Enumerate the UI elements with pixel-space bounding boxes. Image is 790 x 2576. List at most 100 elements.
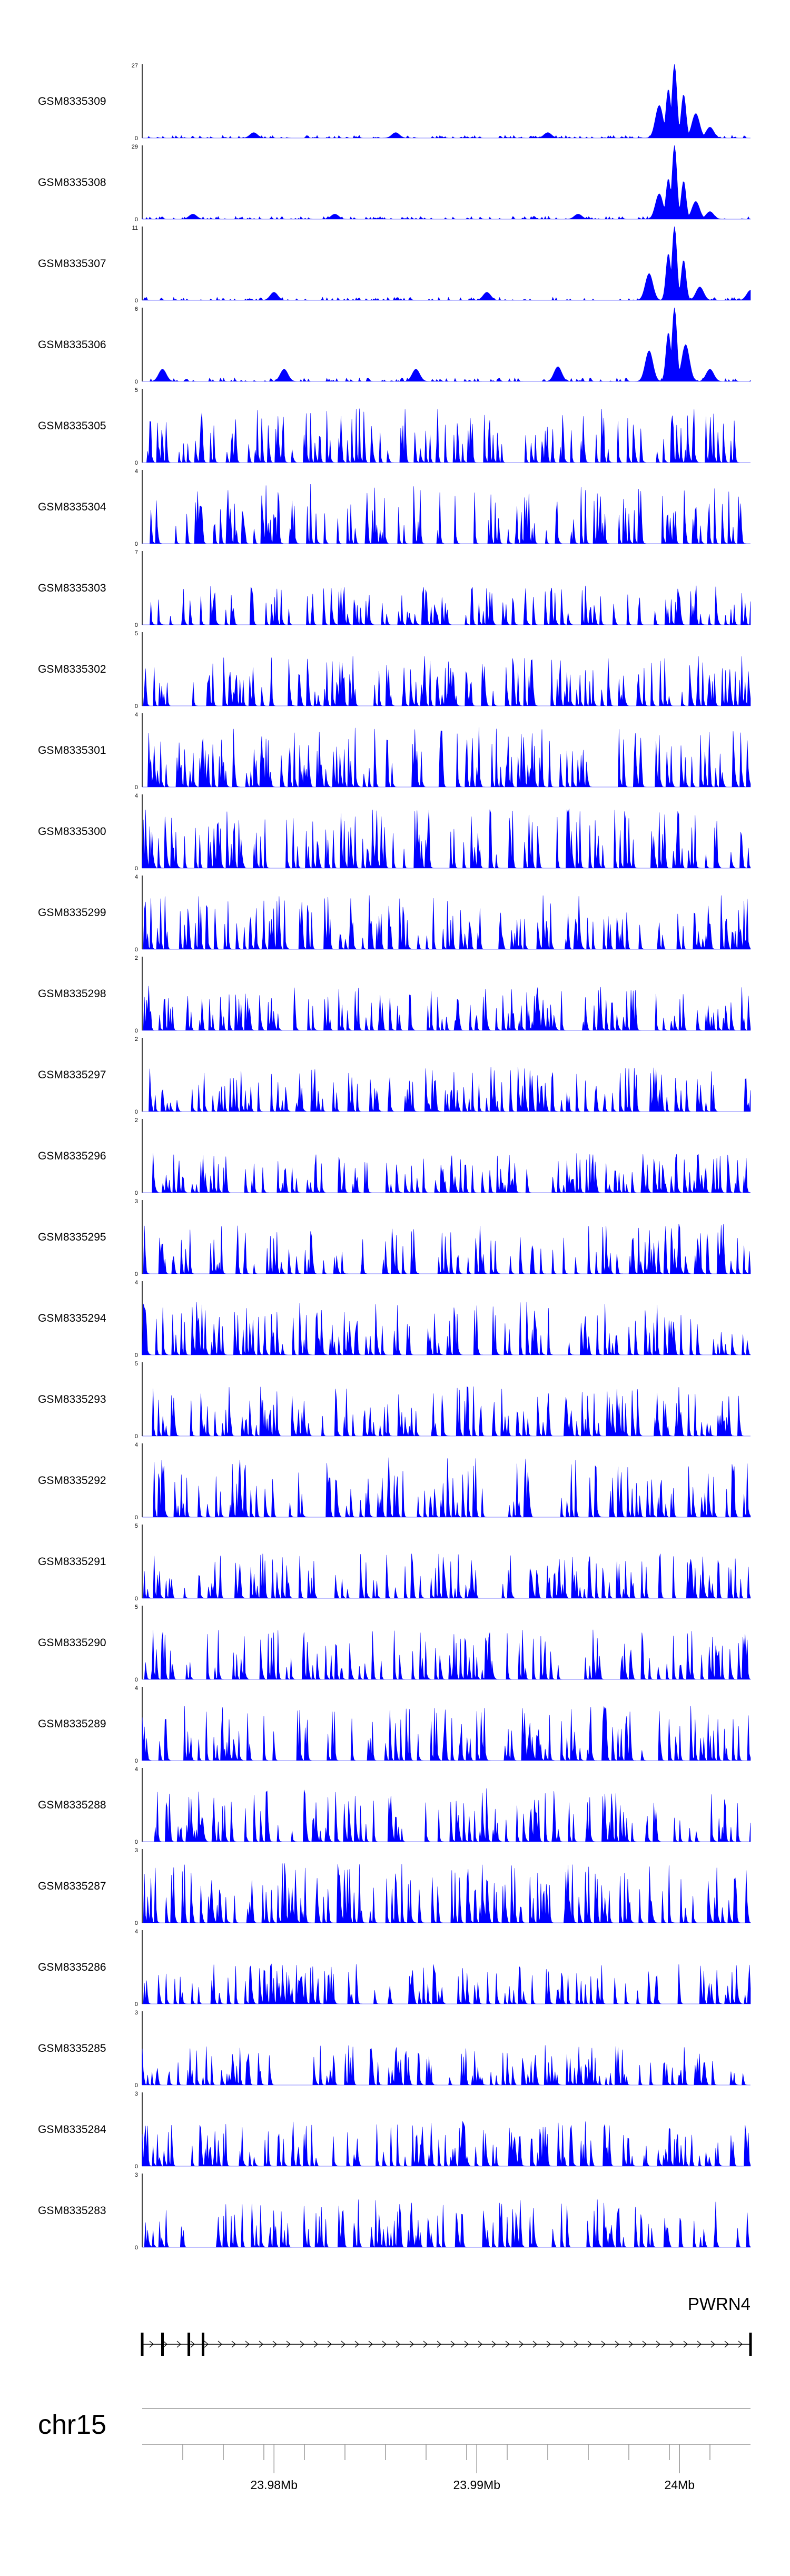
strand-arrow <box>450 2341 455 2348</box>
y-tick-min: 0 <box>135 1109 138 1115</box>
signal-area <box>142 1457 751 1518</box>
y-tick-min: 0 <box>135 784 138 791</box>
track-label: GSM8335287 <box>38 1880 106 1892</box>
chromosome-axis-track: chr15 23.98Mb 23.99Mb 24Mb <box>38 2408 750 2492</box>
y-tick-min: 0 <box>135 1596 138 1602</box>
signal-area <box>142 1706 751 1761</box>
track-GSM8335299: GSM8335299 4 0 <box>38 874 751 953</box>
strand-arrow <box>204 2341 209 2348</box>
signal-area <box>142 585 751 625</box>
signal-tracks: GSM8335309270GSM8335308290GSM8335307110G… <box>38 63 751 2251</box>
strand-arrow <box>560 2341 565 2348</box>
y-tick-max: 3 <box>135 2010 138 2016</box>
exon-mark <box>187 2333 191 2356</box>
y-tick-min: 0 <box>135 866 138 872</box>
chromosome-label: chr15 <box>38 2410 106 2440</box>
strand-arrow <box>327 2341 332 2348</box>
y-tick-max: 4 <box>135 874 138 880</box>
strand-arrow <box>176 2341 181 2348</box>
y-tick-min: 0 <box>135 2001 138 2008</box>
y-tick-max: 4 <box>135 1929 138 1935</box>
y-tick-max: 29 <box>132 144 138 150</box>
track-label: GSM8335292 <box>38 1474 106 1487</box>
strand-arrow <box>505 2341 510 2348</box>
y-tick-min: 0 <box>135 1920 138 1926</box>
y-tick-min: 0 <box>135 2245 138 2251</box>
track-label: GSM8335300 <box>38 825 106 838</box>
gene-name-label: PWRN4 <box>688 2294 750 2314</box>
strand-arrow <box>245 2341 250 2348</box>
track-label: GSM8335301 <box>38 744 106 756</box>
track-GSM8335301: GSM8335301 4 0 <box>38 712 751 791</box>
strand-arrow <box>546 2341 551 2348</box>
exon-mark <box>141 2333 144 2356</box>
y-tick-max: 3 <box>135 1198 138 1205</box>
track-GSM8335286: GSM8335286 4 0 <box>38 1929 751 2008</box>
strand-arrow <box>272 2341 277 2348</box>
x-tick-label: 23.99Mb <box>453 2478 500 2492</box>
track-label: GSM8335291 <box>38 1556 106 1568</box>
signal-area <box>142 1302 751 1355</box>
signal-area <box>142 656 751 706</box>
exon-mark <box>749 2333 752 2356</box>
track-label: GSM8335286 <box>38 1961 106 1973</box>
strand-arrow <box>491 2341 496 2348</box>
y-tick-min: 0 <box>135 1433 138 1440</box>
y-tick-max: 4 <box>135 1766 138 1773</box>
strand-arrow <box>656 2341 660 2348</box>
y-tick-max: 5 <box>135 1361 138 1367</box>
track-label: GSM8335293 <box>38 1393 106 1405</box>
track-GSM8335283: GSM8335283 3 0 <box>38 2172 751 2251</box>
track-GSM8335307: GSM8335307 11 0 <box>38 225 751 304</box>
signal-area <box>142 2121 751 2167</box>
track-label: GSM8335299 <box>38 907 106 919</box>
strand-arrow <box>409 2341 414 2348</box>
y-tick-min: 0 <box>135 217 138 223</box>
y-tick-min: 0 <box>135 1028 138 1034</box>
strand-arrow <box>286 2341 291 2348</box>
gene-track: PWRN4 <box>141 2294 752 2356</box>
track-label: GSM8335297 <box>38 1069 106 1081</box>
strand-arrow <box>628 2341 633 2348</box>
y-tick-max: 4 <box>135 793 138 799</box>
y-tick-max: 3 <box>135 2091 138 2097</box>
track-label: GSM8335308 <box>38 176 106 189</box>
track-label: GSM8335307 <box>38 258 106 270</box>
y-tick-min: 0 <box>135 1352 138 1359</box>
track-GSM8335289: GSM8335289 4 0 <box>38 1685 751 1764</box>
signal-area <box>142 145 751 220</box>
strand-arrow <box>464 2341 469 2348</box>
exon-mark <box>161 2333 164 2356</box>
track-GSM8335298: GSM8335298 2 0 <box>38 955 751 1034</box>
y-tick-max: 5 <box>135 631 138 637</box>
strand-arrow <box>642 2341 647 2348</box>
track-label: GSM8335290 <box>38 1637 106 1649</box>
track-GSM8335302: GSM8335302 5 0 <box>38 631 751 710</box>
y-tick-max: 4 <box>135 468 138 475</box>
strand-arrow <box>149 2341 154 2348</box>
y-tick-min: 0 <box>135 1839 138 1845</box>
y-tick-max: 6 <box>135 306 138 312</box>
track-label: GSM8335309 <box>38 95 106 107</box>
y-tick-max: 4 <box>135 1280 138 1286</box>
strand-arrow <box>574 2341 578 2348</box>
y-tick-max: 2 <box>135 955 138 961</box>
strand-arrow <box>423 2341 428 2348</box>
signal-area <box>142 895 751 950</box>
y-tick-min: 0 <box>135 2164 138 2170</box>
strand-arrow <box>354 2341 359 2348</box>
track-label: GSM8335298 <box>38 988 106 1000</box>
track-GSM8335297: GSM8335297 2 0 <box>38 1036 751 1115</box>
signal-area <box>142 1153 751 1193</box>
track-GSM8335292: GSM8335292 4 0 <box>38 1442 751 1521</box>
track-GSM8335305: GSM8335305 5 0 <box>38 387 750 466</box>
y-tick-min: 0 <box>135 703 138 710</box>
signal-area <box>142 808 751 869</box>
track-label: GSM8335289 <box>38 1718 106 1730</box>
track-GSM8335293: GSM8335293 5 0 <box>38 1361 750 1440</box>
y-tick-max: 2 <box>135 1117 138 1124</box>
track-label: GSM8335295 <box>38 1231 106 1243</box>
track-label: GSM8335302 <box>38 663 106 675</box>
track-GSM8335308: GSM8335308 29 0 <box>38 144 751 223</box>
